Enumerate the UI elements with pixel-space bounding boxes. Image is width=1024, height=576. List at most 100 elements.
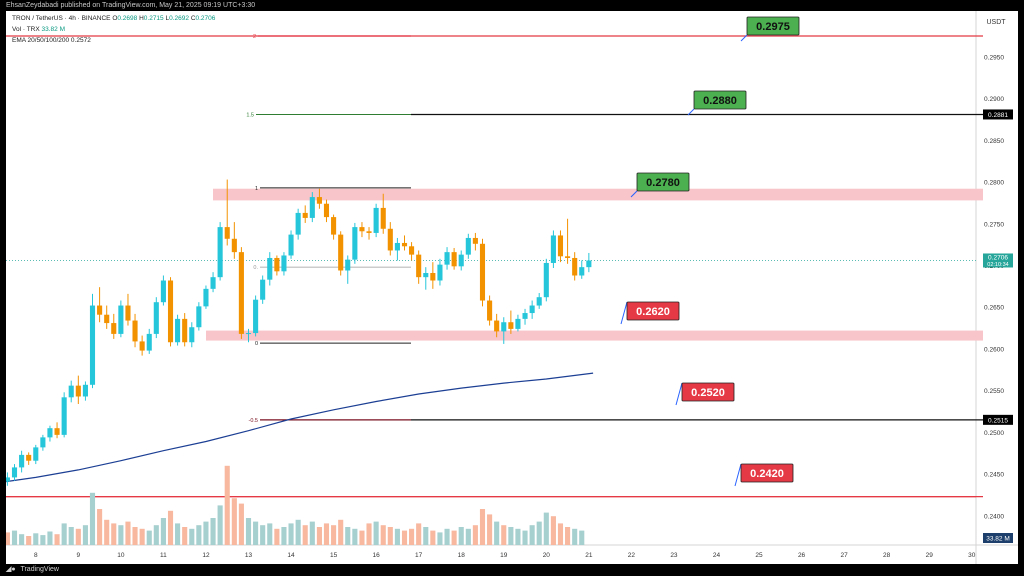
volume-bar bbox=[281, 527, 287, 545]
volume-bar bbox=[118, 525, 124, 545]
candle-body bbox=[316, 197, 322, 204]
x-tick-label: 19 bbox=[500, 552, 508, 559]
volume-bar bbox=[380, 525, 386, 545]
volume-axis-badge bbox=[983, 533, 1013, 543]
candle-body bbox=[210, 277, 216, 289]
volume-bar bbox=[295, 519, 301, 545]
volume-bar bbox=[458, 527, 464, 545]
volume-bar bbox=[167, 510, 174, 545]
candle-body bbox=[182, 318, 188, 343]
candle-body bbox=[75, 385, 81, 397]
y-tick-label: 0.2950 bbox=[984, 54, 1004, 61]
candle-body bbox=[167, 280, 174, 343]
candle-body bbox=[153, 302, 159, 334]
footer-brand: ◢● TradingView bbox=[0, 564, 1024, 576]
candle-body bbox=[522, 313, 528, 319]
candle-body bbox=[288, 234, 294, 256]
candle-body bbox=[437, 264, 443, 281]
candle-body bbox=[373, 207, 379, 233]
x-tick-label: 17 bbox=[415, 552, 423, 559]
candle-body bbox=[82, 384, 88, 397]
candle-body bbox=[6, 477, 10, 482]
price-axis-badge bbox=[983, 414, 1013, 425]
volume-bar bbox=[515, 528, 521, 545]
candle-body bbox=[260, 279, 266, 300]
legend-symbol-row: TRON / TetherUS · 4h · BINANCE O0.2698 H… bbox=[12, 15, 215, 22]
candle-body bbox=[118, 305, 124, 334]
legend-high-key: H bbox=[139, 15, 144, 22]
volume-bar bbox=[224, 465, 230, 545]
volume-bar bbox=[345, 527, 351, 545]
candle-body bbox=[416, 254, 422, 278]
candle-body bbox=[245, 333, 252, 335]
candle-body bbox=[331, 217, 337, 235]
volume-bar bbox=[394, 528, 400, 545]
candle-body bbox=[458, 254, 464, 267]
volume-bar bbox=[33, 533, 39, 545]
volume-bar bbox=[47, 531, 53, 545]
candle-body bbox=[494, 320, 500, 332]
legend-volume-label: Vol · TRX bbox=[12, 26, 40, 33]
volume-bar bbox=[54, 534, 60, 545]
volume-bar bbox=[260, 525, 266, 545]
volume-bar bbox=[316, 527, 322, 545]
candle-body bbox=[224, 227, 230, 239]
volume-bar bbox=[267, 523, 273, 545]
candle-body bbox=[409, 246, 415, 255]
target-pointer bbox=[675, 382, 683, 406]
price-chart[interactable]: USDT 0.2400 0.2450 0.2500 0.2550 0.2600 0.2650… bbox=[6, 11, 1018, 564]
candle-body bbox=[586, 260, 592, 268]
volume-bar bbox=[61, 523, 67, 545]
candle-body bbox=[309, 197, 315, 218]
candle-body bbox=[423, 272, 429, 278]
candle-body bbox=[189, 327, 195, 343]
volume-bar bbox=[522, 530, 528, 545]
volume-bar bbox=[479, 509, 486, 545]
volume-bar bbox=[274, 528, 280, 545]
volume-bar bbox=[444, 528, 450, 545]
legend-close-value: 0.2706 bbox=[195, 15, 216, 22]
candle-body bbox=[231, 238, 237, 253]
fib-level-label: 1 bbox=[255, 186, 258, 192]
x-tick-label: 24 bbox=[713, 552, 721, 559]
candle-body bbox=[281, 255, 287, 272]
volume-bar bbox=[97, 509, 103, 545]
volume-bar bbox=[387, 527, 393, 545]
legend-symbol: TRON / TetherUS · 4h · BINANCE bbox=[12, 15, 111, 22]
legend-ema-value: 0.2572 bbox=[70, 37, 91, 44]
y-tick-label: 0.2550 bbox=[984, 388, 1004, 395]
target-pointer bbox=[740, 34, 748, 42]
x-tick-label: 28 bbox=[883, 552, 891, 559]
candle-body bbox=[19, 454, 25, 468]
target-price-badge bbox=[626, 301, 680, 321]
x-tick-label: 27 bbox=[840, 552, 848, 559]
volume-bar bbox=[19, 534, 25, 545]
legend-low-value: 0.2692 bbox=[169, 15, 189, 22]
volume-bar bbox=[182, 527, 188, 545]
tradingview-logo-icon: ◢● bbox=[6, 566, 16, 573]
x-tick-label: 30 bbox=[968, 552, 976, 559]
candle-body bbox=[132, 320, 138, 342]
target-price-label: 0.2420 bbox=[750, 468, 784, 480]
volume-bar bbox=[217, 505, 223, 545]
target-price-label: 0.2880 bbox=[703, 95, 737, 107]
target-pointer bbox=[734, 463, 742, 487]
volume-bar bbox=[487, 514, 493, 545]
volume-bar bbox=[75, 528, 81, 545]
countdown-label: 02:10:34 bbox=[987, 262, 1008, 268]
volume-bar bbox=[139, 528, 145, 545]
legend-close-key: C bbox=[190, 15, 196, 22]
candle-body bbox=[104, 314, 110, 324]
volume-bar bbox=[465, 528, 471, 545]
volume-bar bbox=[557, 523, 564, 545]
support-resistance-zone bbox=[206, 330, 983, 341]
candle-body bbox=[274, 257, 280, 272]
y-tick-label: 0.2450 bbox=[984, 472, 1004, 479]
legend-low-key: L bbox=[165, 15, 170, 22]
legend-volume-value: 33.82 M bbox=[41, 26, 66, 33]
y-tick-label: 0.2500 bbox=[984, 430, 1004, 437]
x-tick-label: 29 bbox=[926, 552, 934, 559]
footer-brand-label: TradingView bbox=[20, 566, 59, 573]
candle-body bbox=[394, 242, 400, 251]
